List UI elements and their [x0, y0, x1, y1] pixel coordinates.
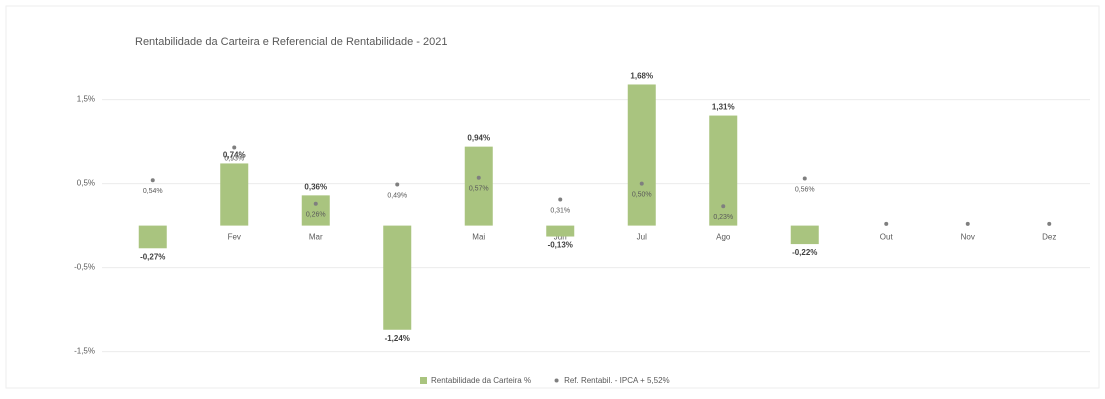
reference-dot [150, 178, 155, 183]
x-tick-label: Fev [228, 233, 241, 242]
bar [627, 84, 656, 226]
legend-label: Ref. Rentabil. - IPCA + 5,52% [564, 376, 670, 385]
bar [220, 163, 249, 226]
bar-value-label: 0,94% [467, 134, 490, 143]
bar-value-label: -0,22% [792, 248, 817, 257]
dot-value-label: 0,23% [713, 214, 733, 221]
bar [546, 225, 575, 237]
bar-value-label: -0,13% [548, 241, 573, 250]
bar [709, 115, 738, 226]
chart-title: Rentabilidade da Carteira e Referencial … [135, 36, 447, 48]
bar-value-label: -0,27% [140, 252, 165, 261]
bar [790, 225, 819, 245]
reference-dot [232, 145, 237, 150]
bar [383, 225, 412, 330]
y-tick-label: -1,5% [74, 347, 95, 356]
reference-dot [802, 176, 807, 181]
x-tick-label: Out [880, 233, 894, 242]
reference-dot [639, 181, 644, 186]
y-tick-label: 0,5% [77, 179, 95, 188]
reference-dot [721, 204, 726, 209]
dot-value-label: 0,49% [387, 192, 407, 199]
reference-dot [558, 197, 563, 202]
reference-dot [476, 175, 481, 180]
y-tick-label: -0,5% [74, 263, 95, 272]
reference-dot [965, 221, 970, 226]
dot-value-label: 0,26% [306, 212, 326, 219]
bar-value-label: 0,36% [304, 182, 327, 191]
x-tick-label: Mar [309, 233, 323, 242]
bar [301, 195, 330, 226]
reference-dot [395, 182, 400, 187]
dot-value-label: 0,31% [550, 207, 570, 214]
x-tick-label: Nov [961, 233, 975, 242]
chart-frame [5, 5, 1100, 389]
reference-dot [313, 201, 318, 206]
legend-label: Rentabilidade da Carteira % [431, 376, 531, 385]
bar-value-label: 0,74% [223, 151, 246, 160]
x-tick-label: Dez [1042, 233, 1056, 242]
dot-value-label: 0,50% [632, 191, 652, 198]
bar [464, 146, 493, 226]
dot-value-label: 0,57% [469, 186, 489, 193]
x-tick-label: Ago [716, 233, 731, 242]
reference-dot [884, 221, 889, 226]
x-tick-label: Mai [472, 233, 485, 242]
y-tick-label: 1,5% [77, 95, 95, 104]
bar-value-label: -1,24% [385, 334, 410, 343]
x-tick-label: Jul [637, 233, 647, 242]
dot-value-label: 0,56% [795, 186, 815, 193]
dot-value-label: 0,54% [143, 188, 163, 195]
bar-value-label: 1,31% [712, 103, 735, 112]
legend-swatch [554, 378, 559, 383]
bar [138, 225, 167, 249]
bar-value-label: 1,68% [630, 72, 653, 81]
dot-value-label: 0,93% [224, 155, 244, 162]
legend-swatch [420, 377, 427, 384]
reference-dot [1047, 221, 1052, 226]
x-tick-label: Jun [554, 233, 567, 242]
